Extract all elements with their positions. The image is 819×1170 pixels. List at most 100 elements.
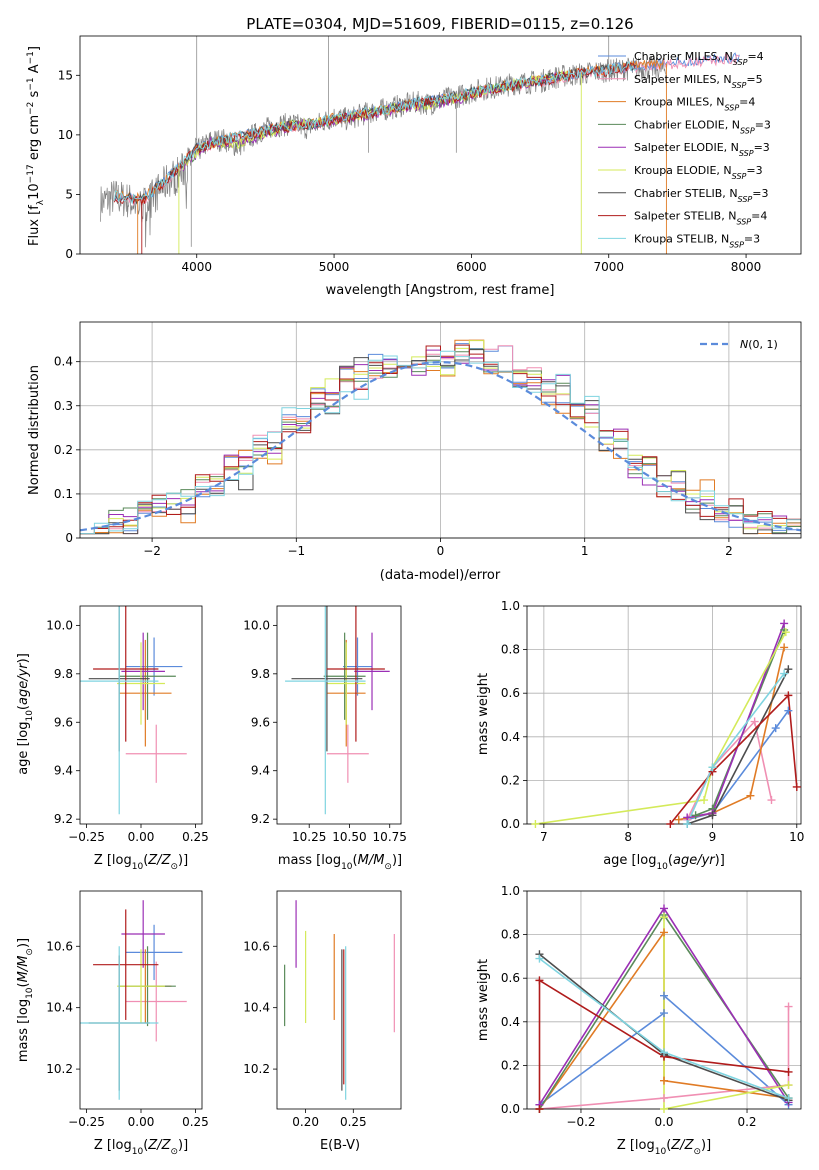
y-tick-label: 0.4 [501,1015,520,1029]
y-tick-label: 15 [58,68,73,82]
weight-marker [784,1094,793,1103]
weight-marker [700,796,709,805]
errorbar-point [326,642,366,725]
legend-entry: Chabrier ELODIE, NSSP=3 [634,118,771,135]
chart-title: PLATE=0304, MJD=51609, FIBERID=0115, z=0… [246,15,633,33]
x-axis-label: mass [log10(M/M⊙)] [278,853,402,872]
weight-marker [780,643,789,652]
y-tick-label: 0.2 [501,773,520,787]
errorbar-point [119,632,176,720]
legend-entry: Salpeter ELODIE, NSSP=3 [634,141,770,158]
errorbar-point [117,642,165,725]
x-tick-label: 0.25 [182,830,209,844]
weight-marker [708,811,717,820]
x-tick-label: 2 [725,544,733,558]
y-tick-label: 0.1 [54,487,73,501]
x-tick-label: 10.75 [373,830,407,844]
weight-line [539,1006,790,1109]
legend-entry: Salpeter MILES, NSSP=5 [634,73,763,90]
errorbar-point [80,606,159,815]
x-tick-label: 0.25 [340,1115,367,1129]
x-tick-label: 1 [581,544,589,558]
x-tick-label: −2 [143,544,161,558]
plot-area [285,606,390,815]
x-tick-label: 0.0 [654,1115,673,1129]
weight-marker [674,815,683,824]
x-axis-label: wavelength [Angstrom, rest frame] [326,283,555,298]
axes-frame [79,321,802,539]
errorbar-point [125,924,183,981]
y-axis-label: mass weight [476,673,491,755]
x-axis-label: Z [log10(Z/Z⊙)] [617,1138,711,1157]
weight-line [669,693,798,824]
panel-age-mass: 10.25 10.50 10.75 9.2 9.4 9.6 9.8 10.0 [243,605,407,844]
weight-line [663,917,789,1109]
axes-frame [526,605,802,825]
weight-marker [660,904,668,913]
panel-residuals: −2 −1 0 1 2 0 0.1 0.2 0.3 0.4 N(0, 1) [54,321,802,558]
y-axis-label: age [log10(age/yr)] [16,653,35,775]
weight-marker [784,1002,793,1011]
errorbar-point [125,961,187,1042]
axes-frame [276,890,402,1110]
y-tick-label: 0.8 [501,928,520,942]
weight-marker [535,976,544,985]
weight-marker [535,1105,544,1113]
x-tick-label: 8000 [731,260,762,274]
y-tick-label: 10 [58,128,73,142]
normal-curve [80,360,801,532]
y-tick-label: 10.2 [243,1062,270,1076]
weight-marker [666,820,675,828]
errorbar-point [354,632,390,711]
y-tick-label: 10.6 [243,939,270,953]
y-tick-label: 10.0 [46,618,73,632]
axes-frame [79,605,203,825]
errorbar-point [93,606,159,742]
weight-marker [660,991,668,1000]
y-tick-label: 10.4 [243,1001,270,1015]
y-tick-label: 0.3 [54,399,73,413]
x-tick-label: 0.20 [292,1115,319,1129]
x-tick-label: 7 [540,830,548,844]
weight-marker [660,1105,668,1113]
y-tick-label: 10.4 [46,1001,73,1015]
errorbar-point [117,949,165,1024]
x-tick-label: 7000 [593,260,624,274]
x-tick-label: 0.00 [128,1115,155,1129]
weight-marker [784,665,793,674]
y-axis-label: mass [log10(M/M⊙)] [16,938,35,1062]
legend-entry: Kroupa ELODIE, NSSP=3 [634,164,763,181]
errorbar-point [121,632,165,711]
y-tick-label: 0.6 [501,686,520,700]
weight-marker [780,619,789,628]
x-tick-label: 5000 [319,260,350,274]
y-tick-label: 0 [65,531,73,545]
weight-marker [780,669,789,678]
x-axis-label: (data-model)/error [380,568,501,583]
weight-line [686,719,773,820]
legend-entry: Chabrier STELIB, NSSP=3 [634,187,768,204]
weight-marker [771,724,780,733]
x-axis-label: age [log10(age/yr)] [603,853,725,872]
weight-marker [784,706,793,715]
x-tick-label: 6000 [456,260,487,274]
errorbar-point [326,724,369,783]
x-tick-label: 9 [709,830,717,844]
legend-entry: Kroupa MILES, NSSP=4 [634,96,755,113]
axes-frame [79,35,802,255]
x-axis-label: Z [log10(Z/Z⊙)] [94,1138,188,1157]
y-tick-label: 9.2 [54,812,73,826]
weight-marker [781,628,790,637]
errorbar-point [80,946,159,1100]
legend-entry: Chabrier MILES, NSSP=4 [634,50,764,67]
errorbar-point [285,606,366,815]
panel-age-Z: −0.25 0.00 0.25 9.2 9.4 9.6 9.8 10.0 [46,605,209,844]
axes-frame [79,890,203,1110]
weight-marker [531,820,540,828]
plot-area [80,339,801,535]
errorbar-point [326,606,385,742]
y-tick-label: 0.0 [501,1102,520,1116]
panel-weight-age: 7 8 9 10 0.0 0.2 0.4 0.6 0.8 1.0 [501,599,805,844]
errorbar-point [323,632,366,720]
y-tick-label: 9.6 [251,715,270,729]
